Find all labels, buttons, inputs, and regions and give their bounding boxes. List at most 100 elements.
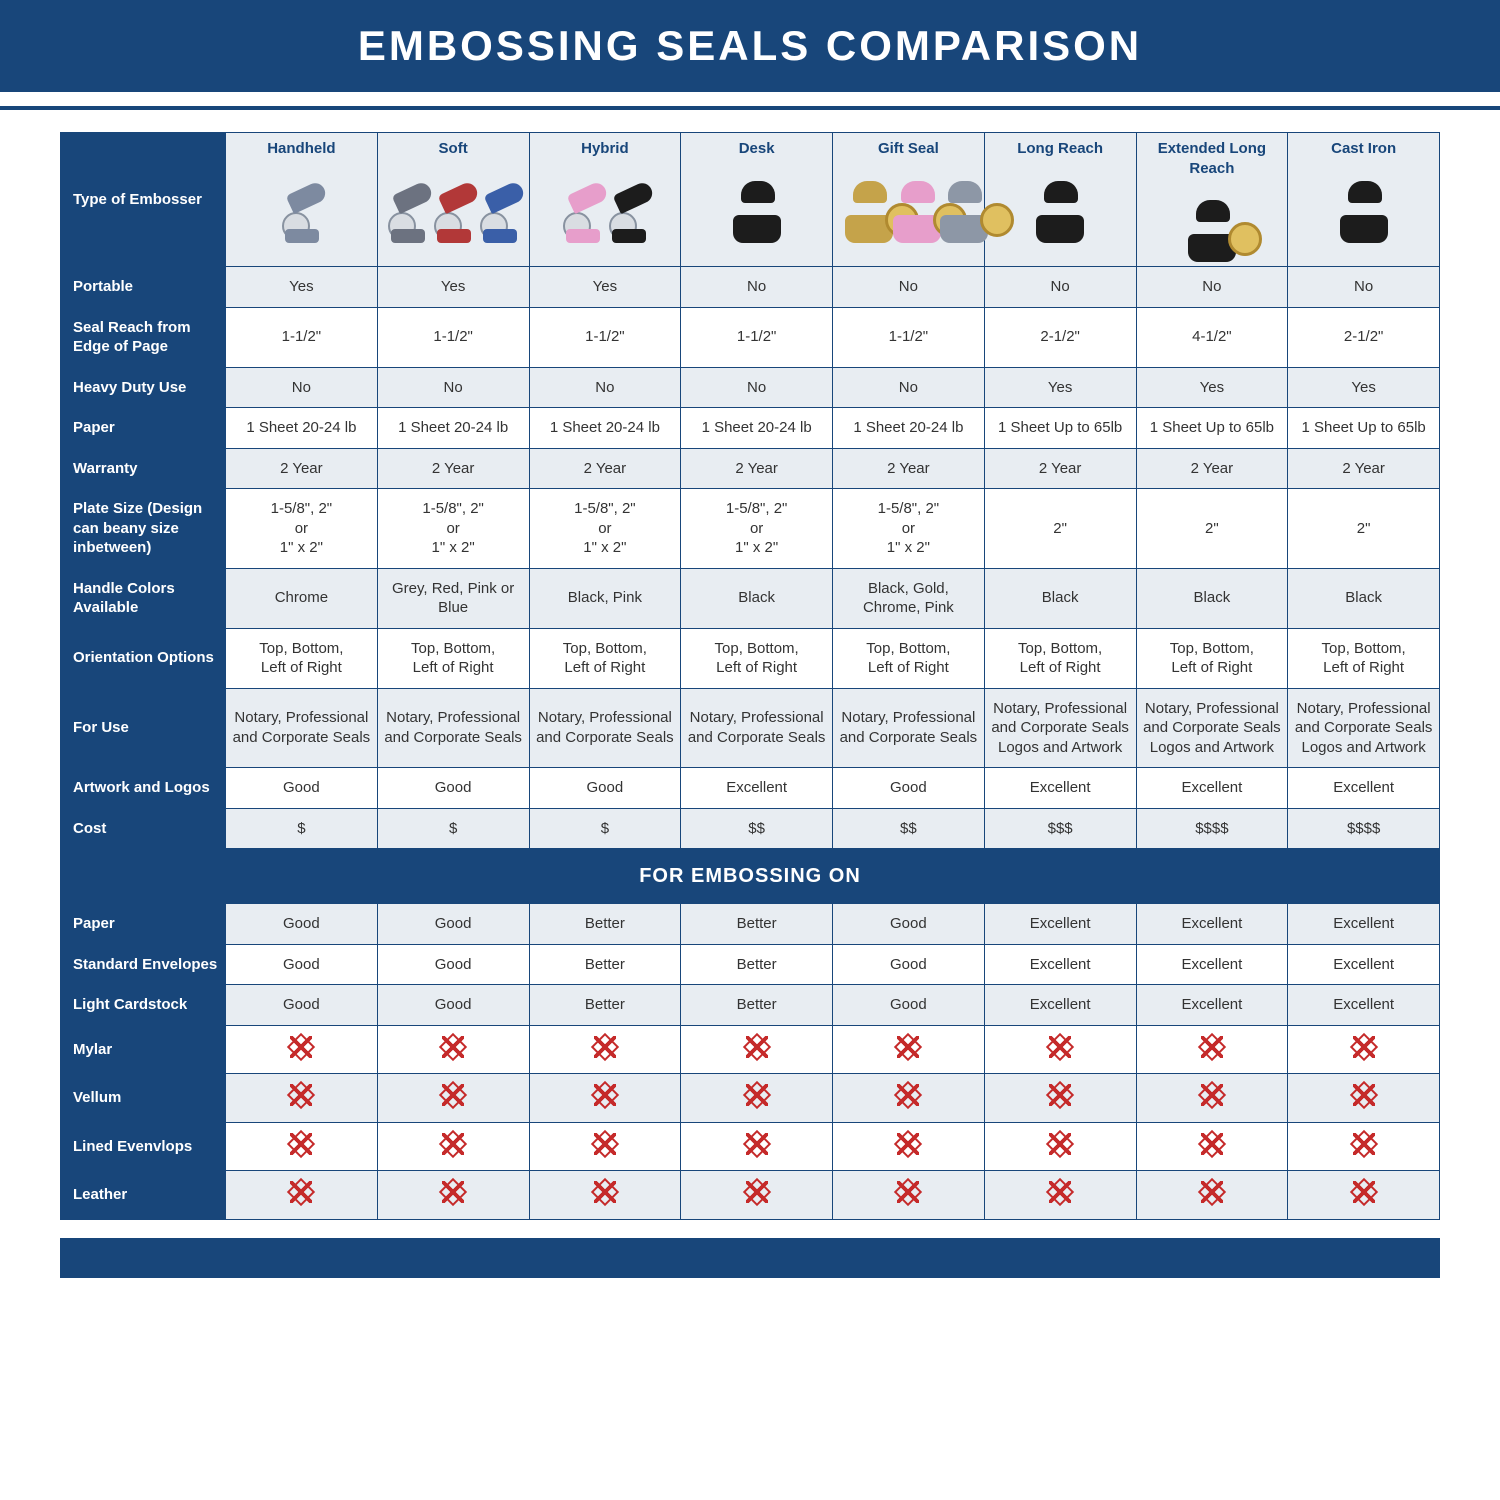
table-cell: 2" (984, 489, 1136, 569)
column-header: Desk (681, 133, 833, 267)
column-title: Extended Long Reach (1143, 139, 1282, 178)
x-icon (290, 1181, 312, 1203)
column-title: Handheld (232, 139, 371, 159)
x-icon (1201, 1181, 1223, 1203)
table-cell (681, 1122, 833, 1171)
table-cell: $$ (681, 808, 833, 849)
table-cell (226, 1074, 378, 1123)
row-label: Light Cardstock (61, 985, 226, 1026)
table-cell (984, 1025, 1136, 1074)
table-row: PortableYesYesYesNoNoNoNoNo (61, 267, 1440, 308)
table-cell: 1-1/2" (681, 307, 833, 367)
table-cell (681, 1171, 833, 1220)
embosser-icon (384, 165, 523, 243)
column-title: Desk (687, 139, 826, 159)
table-row: Vellum (61, 1074, 1440, 1123)
x-icon (290, 1133, 312, 1155)
table-cell (1288, 1025, 1440, 1074)
table-cell: 1-1/2" (226, 307, 378, 367)
table-row: Standard EnvelopesGoodGoodBetterBetterGo… (61, 944, 1440, 985)
content-area: Type of Embosser HandheldSoftHybridDeskG… (0, 110, 1500, 1278)
table-row: Light CardstockGoodGoodBetterBetterGoodE… (61, 985, 1440, 1026)
table-cell: Good (833, 768, 985, 809)
table-cell: 1-5/8", 2"or1" x 2" (226, 489, 378, 569)
table-cell: 1-1/2" (833, 307, 985, 367)
page-title: EMBOSSING SEALS COMPARISON (358, 22, 1142, 70)
table-cell: Excellent (984, 904, 1136, 945)
column-header: Extended Long Reach (1136, 133, 1288, 267)
table-cell: Excellent (984, 944, 1136, 985)
table-cell: No (1136, 267, 1288, 308)
table-cell: Excellent (984, 985, 1136, 1026)
table-cell: 1-5/8", 2"or1" x 2" (681, 489, 833, 569)
table-cell (1136, 1122, 1288, 1171)
table-cell: Good (529, 768, 681, 809)
row-label: Handle Colors Available (61, 568, 226, 628)
table-cell: 2" (1288, 489, 1440, 569)
table-cell (1288, 1074, 1440, 1123)
x-icon (897, 1036, 919, 1058)
table-cell: 2-1/2" (1288, 307, 1440, 367)
table-cell (529, 1171, 681, 1220)
x-icon (897, 1181, 919, 1203)
embosser-icon (687, 165, 826, 243)
table-row: Cost$$$$$$$$$$$$$$$$$$ (61, 808, 1440, 849)
x-icon (442, 1036, 464, 1058)
table-cell: Black (1288, 568, 1440, 628)
table-cell: $ (377, 808, 529, 849)
table-cell: Excellent (1288, 904, 1440, 945)
table-cell: Better (529, 985, 681, 1026)
table-row: Paper1 Sheet 20-24 lb1 Sheet 20-24 lb1 S… (61, 408, 1440, 449)
table-cell: Excellent (1136, 985, 1288, 1026)
table-cell: Good (226, 768, 378, 809)
table-cell (377, 1171, 529, 1220)
table-cell: Good (833, 904, 985, 945)
row-label: Lined Evenvlops (61, 1122, 226, 1171)
table-cell: 1 Sheet 20-24 lb (681, 408, 833, 449)
embosser-icon (991, 165, 1130, 243)
table-cell: Black (1136, 568, 1288, 628)
x-icon (1353, 1036, 1375, 1058)
table-cell: No (226, 367, 378, 408)
section-divider: FOR EMBOSSING ON (61, 849, 1440, 904)
table-cell: Better (681, 904, 833, 945)
title-bar: EMBOSSING SEALS COMPARISON (0, 0, 1500, 92)
table-cell: 1-5/8", 2"or1" x 2" (529, 489, 681, 569)
column-title: Gift Seal (839, 139, 978, 159)
section-label: FOR EMBOSSING ON (61, 849, 1440, 904)
table-cell: Yes (1288, 367, 1440, 408)
comparison-table: Type of Embosser HandheldSoftHybridDeskG… (60, 132, 1440, 1220)
table-cell (529, 1025, 681, 1074)
table-row: Plate Size (Design can beany size inbetw… (61, 489, 1440, 569)
table-cell (833, 1171, 985, 1220)
table-cell: Black, Gold, Chrome, Pink (833, 568, 985, 628)
row-label: Portable (61, 267, 226, 308)
row-label: Paper (61, 408, 226, 449)
table-cell: Black (984, 568, 1136, 628)
x-icon (594, 1133, 616, 1155)
row-label: Plate Size (Design can beany size inbetw… (61, 489, 226, 569)
table-row: Warranty2 Year2 Year2 Year2 Year2 Year2 … (61, 448, 1440, 489)
table-row: Orientation OptionsTop, Bottom,Left of R… (61, 628, 1440, 688)
x-icon (594, 1084, 616, 1106)
x-icon (746, 1133, 768, 1155)
table-cell: Notary, Professional and Corporate Seals (681, 688, 833, 768)
table-cell: 2 Year (226, 448, 378, 489)
table-cell (1136, 1171, 1288, 1220)
row-label: Heavy Duty Use (61, 367, 226, 408)
x-icon (442, 1133, 464, 1155)
table-cell (529, 1074, 681, 1123)
table-cell: Good (377, 985, 529, 1026)
table-row: PaperGoodGoodBetterBetterGoodExcellentEx… (61, 904, 1440, 945)
footer-bar (60, 1238, 1440, 1278)
table-cell: Notary, Professional and Corporate Seals (833, 688, 985, 768)
table-cell: 1-1/2" (529, 307, 681, 367)
table-cell: $ (529, 808, 681, 849)
x-icon (1201, 1084, 1223, 1106)
table-cell (833, 1074, 985, 1123)
table-cell: Excellent (1288, 768, 1440, 809)
table-cell (377, 1074, 529, 1123)
column-title: Soft (384, 139, 523, 159)
row-label: Leather (61, 1171, 226, 1220)
row-label: Warranty (61, 448, 226, 489)
